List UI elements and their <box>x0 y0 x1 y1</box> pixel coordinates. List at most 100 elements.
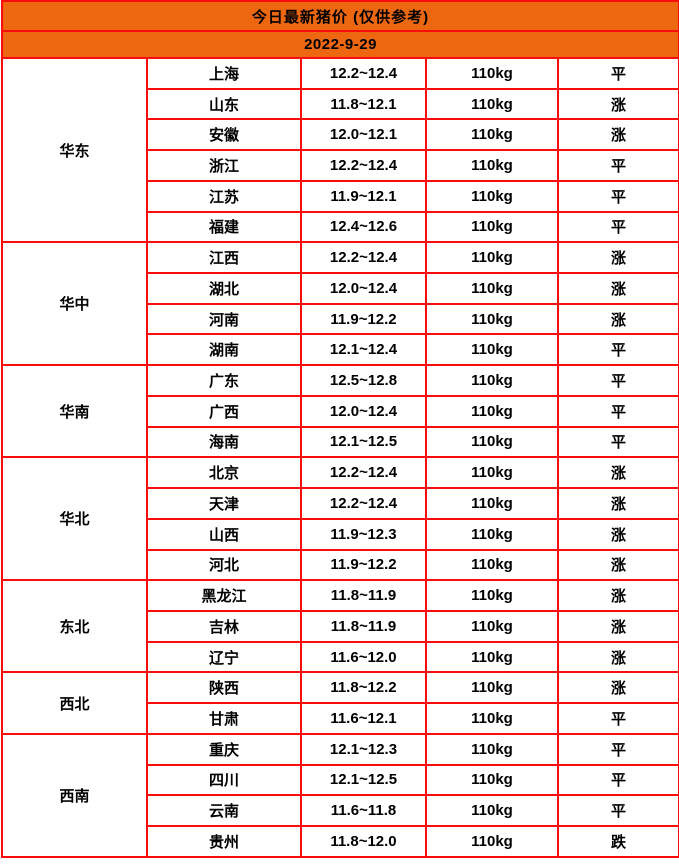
trend-cell: 平 <box>556 210 679 244</box>
price-range-cell: 12.1~12.3 <box>300 732 427 766</box>
table-row: 西北 陕西 11.8~12.2 110kg 涨 <box>1 671 679 735</box>
weight-cell: 110kg <box>425 548 559 582</box>
trend-cell: 涨 <box>556 272 679 305</box>
weight-cell: 110kg <box>425 394 559 428</box>
table-row: 云南 11.6~11.8 110kg 平 <box>2 794 679 827</box>
province-cell: 安徽 <box>146 118 302 152</box>
weight-cell: 110kg <box>425 640 559 674</box>
price-range-cell: 11.6~12.0 <box>300 640 427 674</box>
weight-cell: 110kg <box>425 57 559 90</box>
province-cell: 贵州 <box>146 824 302 859</box>
price-range-cell: 12.5~12.8 <box>300 364 427 397</box>
province-cell: 北京 <box>146 456 302 490</box>
price-range-cell: 11.8~12.1 <box>300 87 427 121</box>
province-cell: 河南 <box>146 302 302 336</box>
price-range-cell: 12.2~12.4 <box>300 57 427 90</box>
trend-cell: 涨 <box>556 671 679 705</box>
date-label: 2022-9-29 <box>0 30 679 59</box>
weight-cell: 110kg <box>425 824 559 859</box>
table-row: 海南 12.1~12.5 110kg 平 <box>2 425 679 459</box>
province-cell: 广东 <box>146 364 302 397</box>
province-cell: 黑龙江 <box>146 579 302 612</box>
table-row: 河南 11.9~12.2 110kg 涨 <box>2 302 679 336</box>
province-cell: 山西 <box>146 517 302 551</box>
weight-cell: 110kg <box>425 456 559 490</box>
trend-cell: 平 <box>556 763 679 797</box>
trend-cell: 涨 <box>556 87 679 121</box>
province-cell: 湖北 <box>146 272 302 305</box>
table-row: 贵州 11.8~12.0 110kg 跌 <box>2 824 679 859</box>
price-range-cell: 12.1~12.4 <box>300 333 427 367</box>
region-cell: 西南 <box>1 732 148 859</box>
table-row: 甘肃 11.6~12.1 110kg 平 <box>2 702 679 735</box>
province-cell: 吉林 <box>146 609 302 643</box>
weight-cell: 110kg <box>425 609 559 643</box>
price-range-cell: 11.6~12.1 <box>300 702 427 735</box>
price-range-cell: 12.2~12.4 <box>300 149 427 182</box>
region-cell: 东北 <box>1 579 148 674</box>
province-cell: 云南 <box>146 794 302 827</box>
province-cell: 山东 <box>146 87 302 121</box>
region-cell: 华南 <box>1 364 148 459</box>
trend-cell: 涨 <box>556 456 679 490</box>
table-row: 吉林 11.8~11.9 110kg 涨 <box>2 609 679 643</box>
price-range-cell: 12.4~12.6 <box>300 210 427 244</box>
trend-cell: 涨 <box>556 579 679 612</box>
weight-cell: 110kg <box>425 179 559 213</box>
weight-cell: 110kg <box>425 87 559 121</box>
table-row: 浙江 12.2~12.4 110kg 平 <box>2 149 679 182</box>
province-cell: 上海 <box>146 57 302 90</box>
price-range-cell: 11.6~11.8 <box>300 794 427 827</box>
price-range-cell: 11.9~12.3 <box>300 517 427 551</box>
trend-cell: 跌 <box>556 824 679 859</box>
price-range-cell: 11.9~12.2 <box>300 302 427 336</box>
table-row: 西南 重庆 12.1~12.3 110kg 平 <box>1 732 679 859</box>
region-cell: 华中 <box>1 241 148 367</box>
weight-cell: 110kg <box>425 210 559 244</box>
province-cell: 天津 <box>146 487 302 520</box>
weight-cell: 110kg <box>425 364 559 397</box>
date-row: 2022-9-29 <box>0 30 679 59</box>
table-row: 山西 11.9~12.3 110kg 涨 <box>2 517 679 551</box>
price-range-cell: 12.0~12.1 <box>300 118 427 152</box>
table-row: 安徽 12.0~12.1 110kg 涨 <box>2 118 679 152</box>
trend-cell: 平 <box>556 425 679 459</box>
weight-cell: 110kg <box>425 794 559 827</box>
trend-cell: 平 <box>556 394 679 428</box>
price-range-cell: 12.0~12.4 <box>300 394 427 428</box>
table-row: 辽宁 11.6~12.0 110kg 涨 <box>2 640 679 674</box>
province-cell: 甘肃 <box>146 702 302 735</box>
price-range-cell: 12.2~12.4 <box>300 487 427 520</box>
province-cell: 四川 <box>146 763 302 797</box>
weight-cell: 110kg <box>425 763 559 797</box>
weight-cell: 110kg <box>425 149 559 182</box>
province-cell: 重庆 <box>146 732 302 766</box>
trend-cell: 平 <box>556 57 679 90</box>
trend-cell: 涨 <box>556 640 679 674</box>
price-range-cell: 11.8~12.0 <box>300 824 427 859</box>
province-cell: 广西 <box>146 394 302 428</box>
price-range-cell: 11.9~12.2 <box>300 548 427 582</box>
region-cell: 西北 <box>1 671 148 735</box>
price-range-cell: 11.8~11.9 <box>300 579 427 612</box>
table-row: 湖南 12.1~12.4 110kg 平 <box>2 333 679 367</box>
province-cell: 江苏 <box>146 179 302 213</box>
province-cell: 湖南 <box>146 333 302 367</box>
price-range-cell: 12.2~12.4 <box>300 241 427 275</box>
weight-cell: 110kg <box>425 302 559 336</box>
trend-cell: 平 <box>556 179 679 213</box>
province-cell: 河北 <box>146 548 302 582</box>
table-row: 四川 12.1~12.5 110kg 平 <box>2 763 679 797</box>
province-cell: 江西 <box>146 241 302 275</box>
price-range-cell: 12.1~12.5 <box>300 425 427 459</box>
table-row: 华东 上海 12.2~12.4 110kg 平 <box>1 56 679 244</box>
trend-cell: 平 <box>556 364 679 397</box>
trend-cell: 涨 <box>556 487 679 520</box>
page-title: 今日最新猪价 (仅供参考) <box>0 0 679 32</box>
weight-cell: 110kg <box>425 272 559 305</box>
trend-cell: 平 <box>556 732 679 766</box>
weight-cell: 110kg <box>425 118 559 152</box>
table-row: 华南 广东 12.5~12.8 110kg 平 <box>1 364 679 459</box>
table-row: 江苏 11.9~12.1 110kg 平 <box>2 179 679 213</box>
